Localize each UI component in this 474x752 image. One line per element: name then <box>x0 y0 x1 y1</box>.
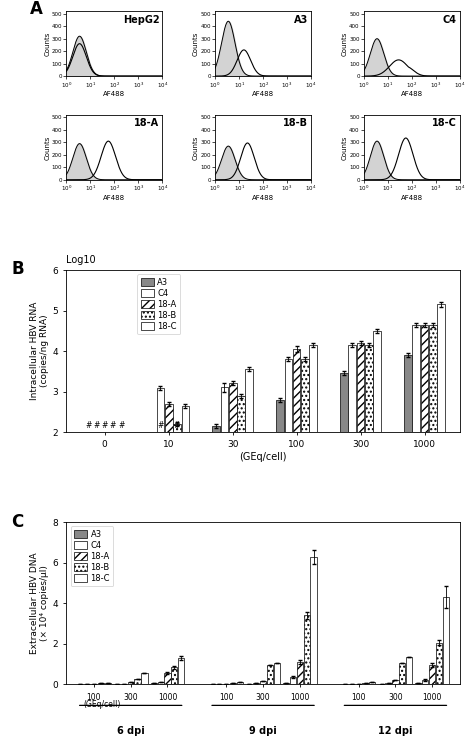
Bar <box>260 681 266 684</box>
Bar <box>273 663 280 684</box>
Text: (GEq/cell): (GEq/cell) <box>83 699 120 708</box>
Bar <box>374 331 381 432</box>
Bar <box>429 325 437 432</box>
Bar <box>290 677 296 684</box>
Y-axis label: Counts: Counts <box>193 135 199 159</box>
Text: HepG2: HepG2 <box>123 14 159 25</box>
Bar <box>229 384 237 432</box>
Y-axis label: Counts: Counts <box>342 32 348 56</box>
Bar <box>421 325 428 432</box>
Bar <box>173 424 181 432</box>
Bar <box>399 663 405 684</box>
Text: #: # <box>101 421 108 430</box>
Bar <box>357 343 365 432</box>
Y-axis label: Intracellular HBV RNA
(copies/ng RNA): Intracellular HBV RNA (copies/ng RNA) <box>30 302 49 400</box>
Bar <box>230 683 236 684</box>
Bar <box>165 404 173 432</box>
Bar <box>369 682 375 684</box>
Bar <box>164 673 171 684</box>
Bar <box>283 683 289 684</box>
Bar <box>297 662 303 684</box>
X-axis label: AF488: AF488 <box>252 195 274 201</box>
Bar <box>276 399 284 432</box>
Y-axis label: Counts: Counts <box>342 135 348 159</box>
Text: 18-C: 18-C <box>432 118 457 128</box>
Y-axis label: Extracellular HBV DNA
(× 10⁴ copies/μl): Extracellular HBV DNA (× 10⁴ copies/μl) <box>30 553 49 654</box>
X-axis label: AF488: AF488 <box>252 91 274 97</box>
Y-axis label: Counts: Counts <box>193 32 199 56</box>
Text: 12 dpi: 12 dpi <box>378 726 413 736</box>
Bar <box>237 682 243 684</box>
Bar <box>301 359 309 432</box>
Bar <box>212 426 220 432</box>
Bar <box>340 373 348 432</box>
Bar <box>422 680 428 684</box>
Bar <box>267 665 273 684</box>
Text: #: # <box>110 421 116 430</box>
Text: B: B <box>11 260 24 278</box>
Bar <box>406 657 412 684</box>
Bar <box>304 615 310 684</box>
Bar <box>246 369 253 432</box>
Bar <box>220 387 228 432</box>
Y-axis label: Counts: Counts <box>44 32 50 56</box>
Bar <box>141 673 147 684</box>
Text: Log10: Log10 <box>66 255 96 265</box>
X-axis label: AF488: AF488 <box>103 91 126 97</box>
Bar <box>412 325 420 432</box>
Text: #: # <box>157 421 164 430</box>
Bar <box>310 345 317 432</box>
Bar <box>363 683 369 684</box>
Bar <box>284 359 292 432</box>
Bar <box>157 682 164 684</box>
Legend: A3, C4, 18-A, 18-B, 18-C: A3, C4, 18-A, 18-B, 18-C <box>71 526 113 587</box>
Bar <box>105 683 111 684</box>
Text: C: C <box>11 513 24 531</box>
Legend: A3, C4, 18-A, 18-B, 18-C: A3, C4, 18-A, 18-B, 18-C <box>137 274 180 334</box>
Bar <box>293 349 301 432</box>
Bar <box>443 597 449 684</box>
Text: 18-A: 18-A <box>134 118 159 128</box>
Text: #: # <box>118 421 125 430</box>
Text: A3: A3 <box>294 14 308 25</box>
Bar <box>392 680 399 684</box>
Text: #: # <box>174 421 180 430</box>
X-axis label: AF488: AF488 <box>401 91 423 97</box>
Bar <box>182 406 189 432</box>
Bar <box>348 345 356 432</box>
Bar <box>438 305 445 432</box>
Bar <box>404 355 412 432</box>
Text: 18-B: 18-B <box>283 118 308 128</box>
X-axis label: AF488: AF488 <box>401 195 423 201</box>
Bar <box>365 345 373 432</box>
Bar <box>178 658 184 684</box>
Bar <box>171 667 177 684</box>
Text: A: A <box>30 0 43 17</box>
Text: #: # <box>85 421 91 430</box>
Y-axis label: Counts: Counts <box>44 135 50 159</box>
Text: C4: C4 <box>443 14 457 25</box>
Text: 9 dpi: 9 dpi <box>249 726 277 736</box>
Bar <box>128 682 134 684</box>
Bar <box>237 396 245 432</box>
X-axis label: (GEq/cell): (GEq/cell) <box>239 452 287 462</box>
Text: 6 dpi: 6 dpi <box>117 726 145 736</box>
Bar <box>429 665 435 684</box>
Bar <box>310 556 317 684</box>
Bar <box>436 643 442 684</box>
Bar <box>156 388 164 432</box>
Bar <box>135 678 141 684</box>
Text: #: # <box>93 421 100 430</box>
X-axis label: AF488: AF488 <box>103 195 126 201</box>
